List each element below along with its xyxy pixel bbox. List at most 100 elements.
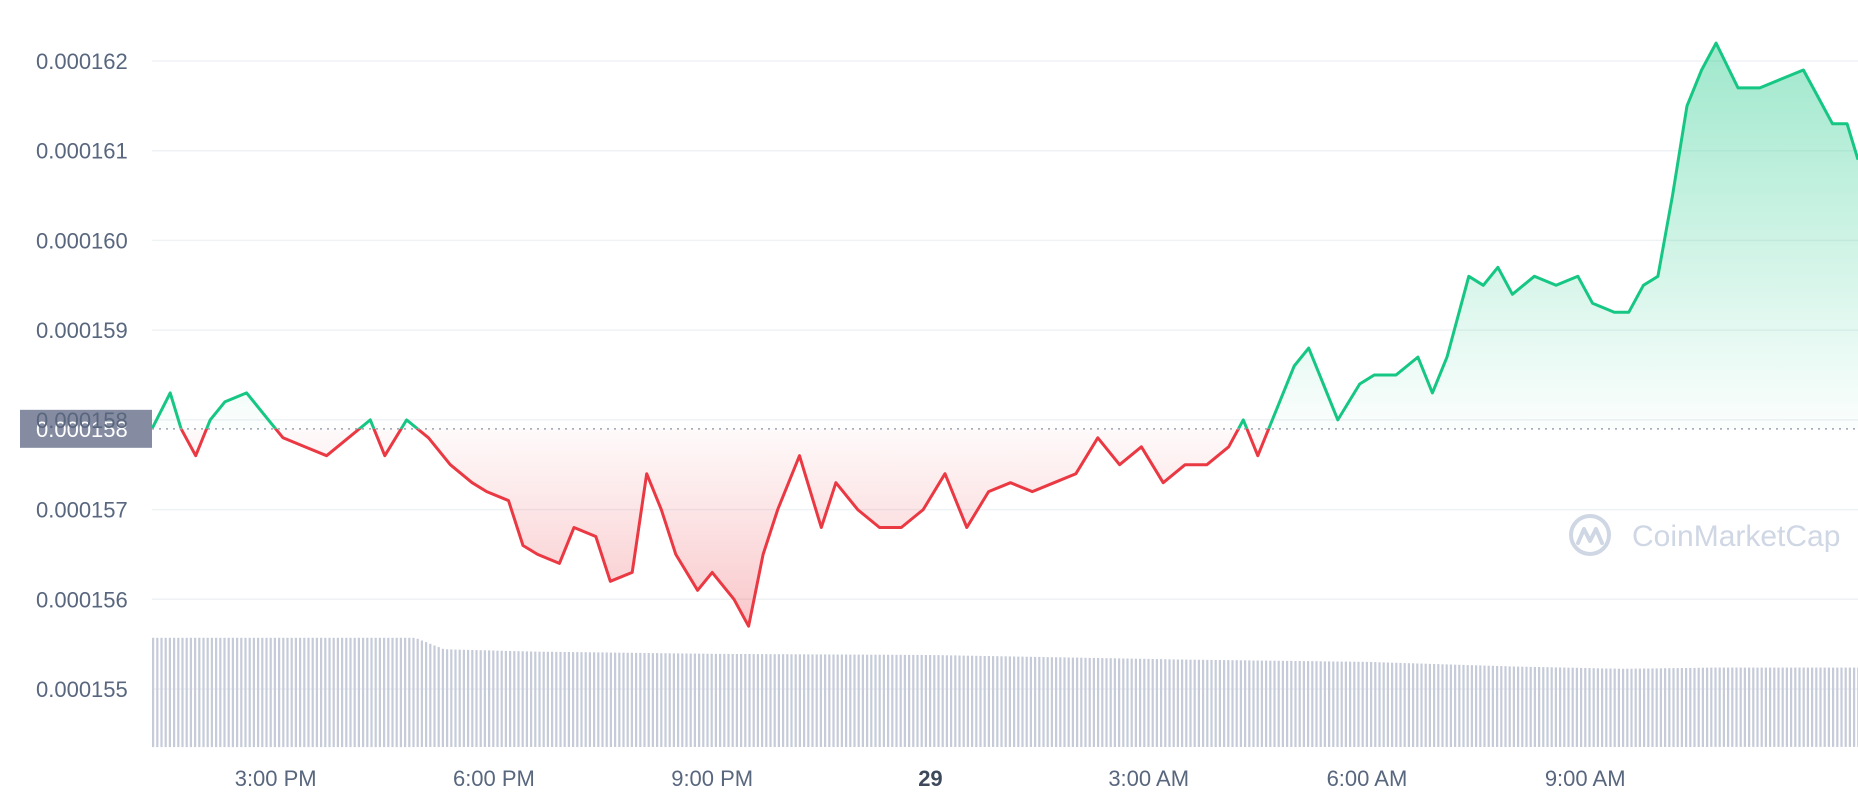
volume-bar [1227,660,1230,747]
volume-bar [1298,661,1301,747]
volume-bar [975,655,978,747]
volume-bar [1550,667,1553,747]
volume-bar [828,654,831,747]
volume-bar [1517,666,1520,747]
x-tick-label: 3:00 PM [235,766,317,791]
volume-bar [1739,667,1742,747]
x-tick-label: 9:00 AM [1545,766,1626,791]
volume-bar [458,649,461,747]
volume-bar [1823,667,1826,747]
volume-bar [1588,668,1591,747]
volume-bar [588,652,591,747]
volume-bar [1311,661,1314,747]
volume-bar [1139,658,1142,747]
volume-bars [152,637,1858,748]
volume-bar [1559,667,1562,747]
volume-bar [1063,657,1066,747]
price-line-up [150,41,1858,429]
volume-bar [891,654,894,747]
volume-bar [349,637,352,748]
price-area [152,43,1858,627]
volume-bar [954,655,957,747]
volume-bar [664,653,667,747]
y-tick-label: 0.000155 [36,677,128,702]
volume-bar [530,651,533,747]
volume-bar [1664,668,1667,747]
volume-bar [1752,667,1755,747]
y-tick-label: 0.000158 [36,408,128,433]
volume-bar [1365,661,1368,747]
volume-bar [807,654,810,747]
volume-bar [899,654,902,747]
volume-bar [416,638,419,747]
volume-bar [282,637,285,748]
volume-bar [1764,667,1767,747]
volume-bar [492,650,495,747]
volume-bar [798,654,801,747]
volume-bar [752,654,755,747]
volume-bar [1836,667,1839,747]
volume-bar [1668,668,1671,747]
volume-bar [1563,667,1566,747]
volume-bar [1281,660,1284,747]
watermark-brand-text: CoinMarketCap [1632,520,1840,553]
volume-bar [345,637,348,748]
volume-bar [1811,667,1814,747]
volume-bar [832,654,835,747]
reference-label-bg [20,409,152,448]
volume-bar [1458,664,1461,747]
volume-bar [782,654,785,747]
volume-bar [1307,661,1310,747]
volume-bar [605,652,608,747]
volume-bar [1210,659,1213,747]
volume-bar [920,654,923,747]
volume-bar [1399,662,1402,747]
volume-bar [1445,664,1448,747]
volume-bar [1546,667,1549,747]
volume-bar [173,637,176,748]
volume-bar [1038,656,1041,747]
volume-bar [1244,660,1247,747]
volume-bar [1256,660,1259,747]
volume-bar [794,654,797,747]
volume-bar [1433,664,1436,747]
volume-bar [1470,665,1473,747]
volume-bar [933,655,936,747]
volume-bar [521,651,524,747]
volume-bar [1844,667,1847,747]
x-tick-label: 29 [918,766,942,791]
volume-bar [584,652,587,747]
volume-bar [689,653,692,747]
volume-bar [1076,657,1079,747]
volume-bar [1592,668,1595,747]
volume-bar [769,654,772,747]
volume-bar [1424,663,1427,747]
volume-bar [1634,668,1637,747]
volume-bar [1785,667,1788,747]
volume-bar [294,637,297,748]
volume-bar [1798,667,1801,747]
volume-bar [395,637,398,748]
volume-bar [840,654,843,747]
volume-bar [1101,658,1104,747]
volume-bar [1722,667,1725,747]
volume-bar [1265,660,1268,747]
volume-bar [1395,662,1398,747]
volume-bar [1105,658,1108,747]
volume-bar [227,637,230,748]
watermark: CoinMarketCap [1569,514,1840,556]
volume-bar [542,651,545,747]
volume-bar [672,653,675,747]
volume-bar [341,637,344,748]
volume-bar [1701,667,1704,747]
volume-bar [446,649,449,747]
volume-bar [971,655,974,747]
volume-bar [1134,658,1137,747]
volume-bar [1479,665,1482,747]
volume-bar [1084,657,1087,747]
volume-bar [1097,658,1100,747]
volume-bar [248,637,251,748]
volume-bar [1151,659,1154,747]
volume-bar [332,637,335,748]
volume-bar [1046,657,1049,747]
